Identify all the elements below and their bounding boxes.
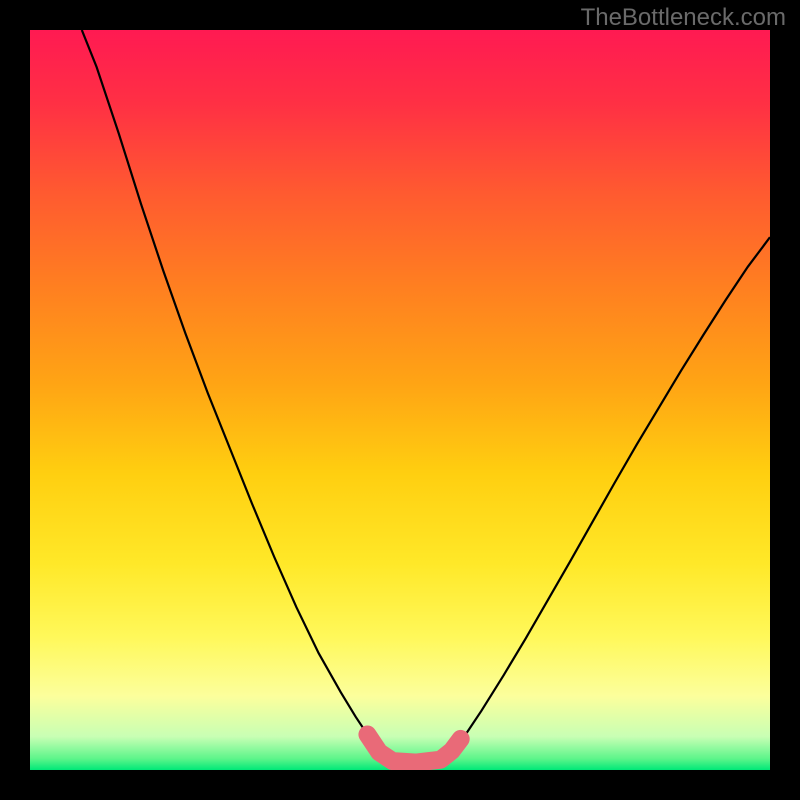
curve-overlay (30, 30, 770, 770)
plot-area (30, 30, 770, 770)
chart-frame: TheBottleneck.com (0, 0, 800, 800)
watermark-text: TheBottleneck.com (581, 4, 786, 32)
left-curve (82, 30, 378, 748)
right-curve (456, 237, 770, 748)
valley-highlight-band (367, 734, 460, 762)
